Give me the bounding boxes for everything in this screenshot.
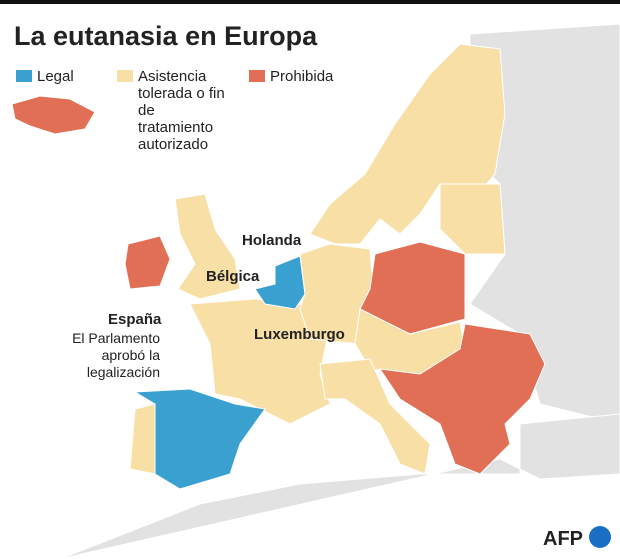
- credit-logo: [589, 526, 611, 548]
- spain: [133, 388, 266, 490]
- baltics: [439, 183, 506, 255]
- iceland: [11, 95, 96, 135]
- legend-label: Legal: [37, 68, 74, 85]
- credit: AFP: [543, 528, 583, 550]
- ireland: [124, 235, 171, 290]
- uk: [174, 193, 241, 300]
- italy: [319, 358, 431, 475]
- title: La eutanasia en Europa: [14, 21, 318, 51]
- turkey-africa: [59, 413, 620, 559]
- legend-label: Prohibida: [270, 68, 334, 85]
- legend-swatch: [117, 70, 133, 82]
- country-label: España: [108, 311, 162, 328]
- map: [11, 23, 620, 559]
- netherlands-belgium: [254, 255, 306, 310]
- balkans: [378, 323, 546, 475]
- portugal: [129, 403, 156, 475]
- country-label: Bélgica: [206, 268, 260, 285]
- country-label: Holanda: [242, 232, 302, 249]
- country-label: Luxemburgo: [254, 326, 345, 343]
- poland: [359, 241, 466, 335]
- legend-label: Asistencia tolerada o fin de tratamiento…: [138, 68, 225, 153]
- annotation: El Parlamento aprobó la legalización: [72, 330, 160, 380]
- legend-swatch: [249, 70, 265, 82]
- legend-swatch: [16, 70, 32, 82]
